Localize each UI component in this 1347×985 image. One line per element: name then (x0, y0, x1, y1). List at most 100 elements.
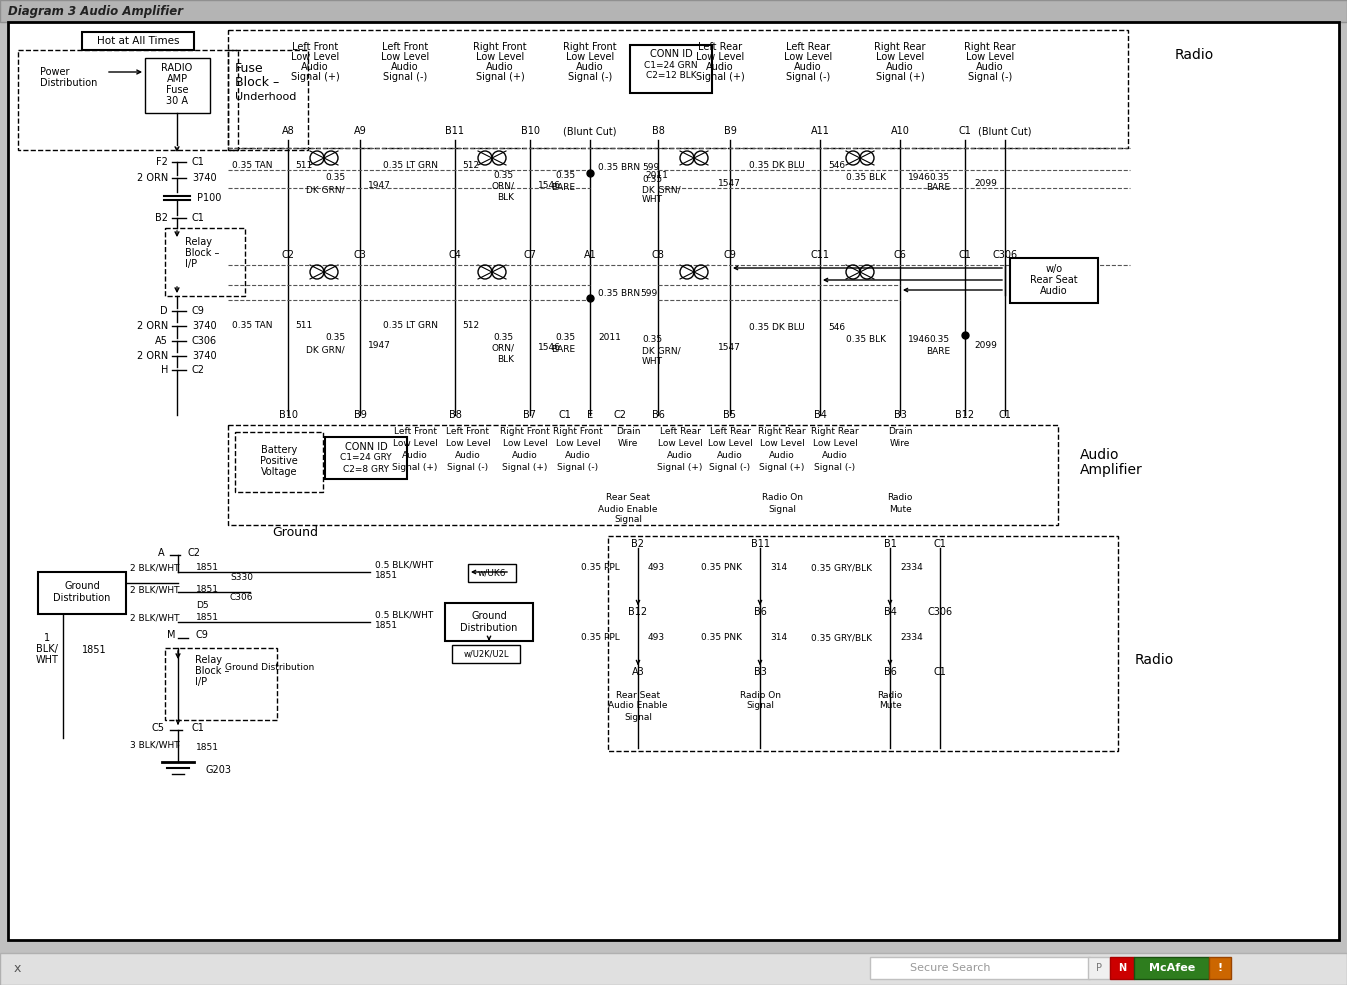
Text: Right Front: Right Front (563, 42, 617, 52)
Text: Wire: Wire (618, 439, 638, 448)
Text: (Blunt Cut): (Blunt Cut) (563, 126, 617, 136)
Text: C8: C8 (652, 250, 664, 260)
Text: C5: C5 (152, 723, 164, 733)
Text: Left Front: Left Front (383, 42, 428, 52)
Text: 0.35: 0.35 (494, 170, 515, 179)
Text: N: N (1118, 963, 1126, 973)
Text: BLK: BLK (497, 355, 515, 363)
Text: Audio: Audio (403, 451, 428, 461)
Text: 2099: 2099 (974, 342, 997, 351)
Text: Block –: Block – (195, 666, 229, 676)
Text: B4: B4 (814, 410, 827, 420)
Text: Left Front: Left Front (446, 427, 489, 436)
Text: 599: 599 (643, 164, 659, 172)
Text: Audio: Audio (886, 62, 913, 72)
Bar (1010, 258, 1098, 303)
Text: Low Level: Low Level (566, 52, 614, 62)
Text: 0.35: 0.35 (325, 334, 345, 343)
Text: 2 BLK/WHT: 2 BLK/WHT (131, 585, 179, 595)
Text: C9: C9 (193, 306, 205, 316)
Text: 3 BLK/WHT: 3 BLK/WHT (131, 741, 179, 750)
Text: Signal (-): Signal (-) (968, 72, 1012, 82)
Text: 2011: 2011 (645, 170, 668, 179)
Text: B9: B9 (723, 126, 737, 136)
Text: A1: A1 (583, 250, 597, 260)
Text: C1: C1 (933, 667, 947, 677)
Bar (228, 30, 1127, 148)
Text: Audio: Audio (769, 451, 795, 461)
Text: 0.35 PPL: 0.35 PPL (582, 563, 620, 572)
Text: Radio: Radio (1136, 653, 1175, 667)
Text: Signal (+): Signal (+) (657, 464, 703, 473)
Text: DK GRN/: DK GRN/ (306, 346, 345, 355)
Text: C1: C1 (193, 723, 205, 733)
Text: B10: B10 (279, 410, 298, 420)
Text: Signal (-): Signal (-) (568, 72, 612, 82)
Bar (164, 648, 277, 720)
Text: 0.35: 0.35 (929, 172, 950, 181)
Text: 3740: 3740 (193, 173, 217, 183)
Text: 30 A: 30 A (166, 96, 189, 106)
Text: 2011: 2011 (598, 334, 621, 343)
Text: BARE: BARE (925, 183, 950, 192)
Text: 0.35: 0.35 (643, 175, 663, 184)
Text: 0.35 GRY/BLK: 0.35 GRY/BLK (811, 563, 872, 572)
Text: B6: B6 (753, 607, 766, 617)
Text: Distribution: Distribution (54, 593, 110, 603)
Text: 0.35: 0.35 (643, 336, 663, 345)
Text: WHT: WHT (643, 358, 663, 366)
Text: Radio: Radio (1175, 48, 1214, 62)
Text: C2: C2 (282, 250, 295, 260)
Bar (453, 645, 520, 663)
Text: C1=24 GRY: C1=24 GRY (341, 453, 392, 463)
Text: 599: 599 (640, 289, 657, 297)
Bar (82, 32, 194, 50)
Text: C6: C6 (893, 250, 907, 260)
Text: C306: C306 (993, 250, 1017, 260)
Text: Low Level: Low Level (696, 52, 744, 62)
Text: D5: D5 (197, 602, 209, 611)
Text: 1547: 1547 (718, 178, 741, 187)
Text: E: E (587, 410, 593, 420)
Text: w/o: w/o (1045, 264, 1063, 274)
Text: Audio: Audio (577, 62, 603, 72)
Text: 0.35 TAN: 0.35 TAN (232, 321, 272, 331)
Text: 0.35 BLK: 0.35 BLK (846, 336, 886, 345)
Text: Audio Enable: Audio Enable (609, 701, 668, 710)
Text: Audio: Audio (822, 451, 847, 461)
Text: C1=24 GRN: C1=24 GRN (644, 60, 698, 70)
Text: DK GRN/: DK GRN/ (306, 185, 345, 194)
Text: 1851: 1851 (374, 571, 397, 580)
Text: H: H (160, 365, 168, 375)
Text: 1851: 1851 (374, 622, 397, 630)
Text: Low Level: Low Level (475, 52, 524, 62)
Text: 0.35 LT GRN: 0.35 LT GRN (383, 161, 438, 169)
Text: Low Level: Low Level (760, 439, 804, 448)
Text: Signal (-): Signal (-) (447, 464, 489, 473)
Text: B8: B8 (449, 410, 462, 420)
Text: ORN/: ORN/ (492, 344, 515, 353)
Text: C1: C1 (193, 213, 205, 223)
Text: C2: C2 (189, 548, 201, 558)
Text: WHT: WHT (35, 655, 58, 665)
Text: 2334: 2334 (900, 563, 923, 572)
Text: Drain: Drain (888, 427, 912, 436)
Text: B1: B1 (884, 539, 897, 549)
Text: Signal (+): Signal (+) (695, 72, 745, 82)
Text: C306: C306 (928, 607, 952, 617)
Text: 2099: 2099 (974, 178, 997, 187)
Text: Ground: Ground (471, 611, 506, 621)
Text: Right Front: Right Front (500, 427, 550, 436)
Text: C1: C1 (998, 410, 1012, 420)
Text: Ground: Ground (272, 526, 318, 539)
Text: BARE: BARE (551, 182, 575, 191)
Text: I/P: I/P (195, 677, 207, 687)
Text: Block –: Block – (234, 76, 279, 89)
Text: 493: 493 (648, 633, 665, 642)
Text: Audio: Audio (486, 62, 513, 72)
Text: Low Level: Low Level (784, 52, 832, 62)
Text: Audio: Audio (977, 62, 1004, 72)
Bar (1134, 957, 1210, 979)
Text: 1851: 1851 (197, 563, 220, 572)
Text: Right Rear: Right Rear (811, 427, 859, 436)
